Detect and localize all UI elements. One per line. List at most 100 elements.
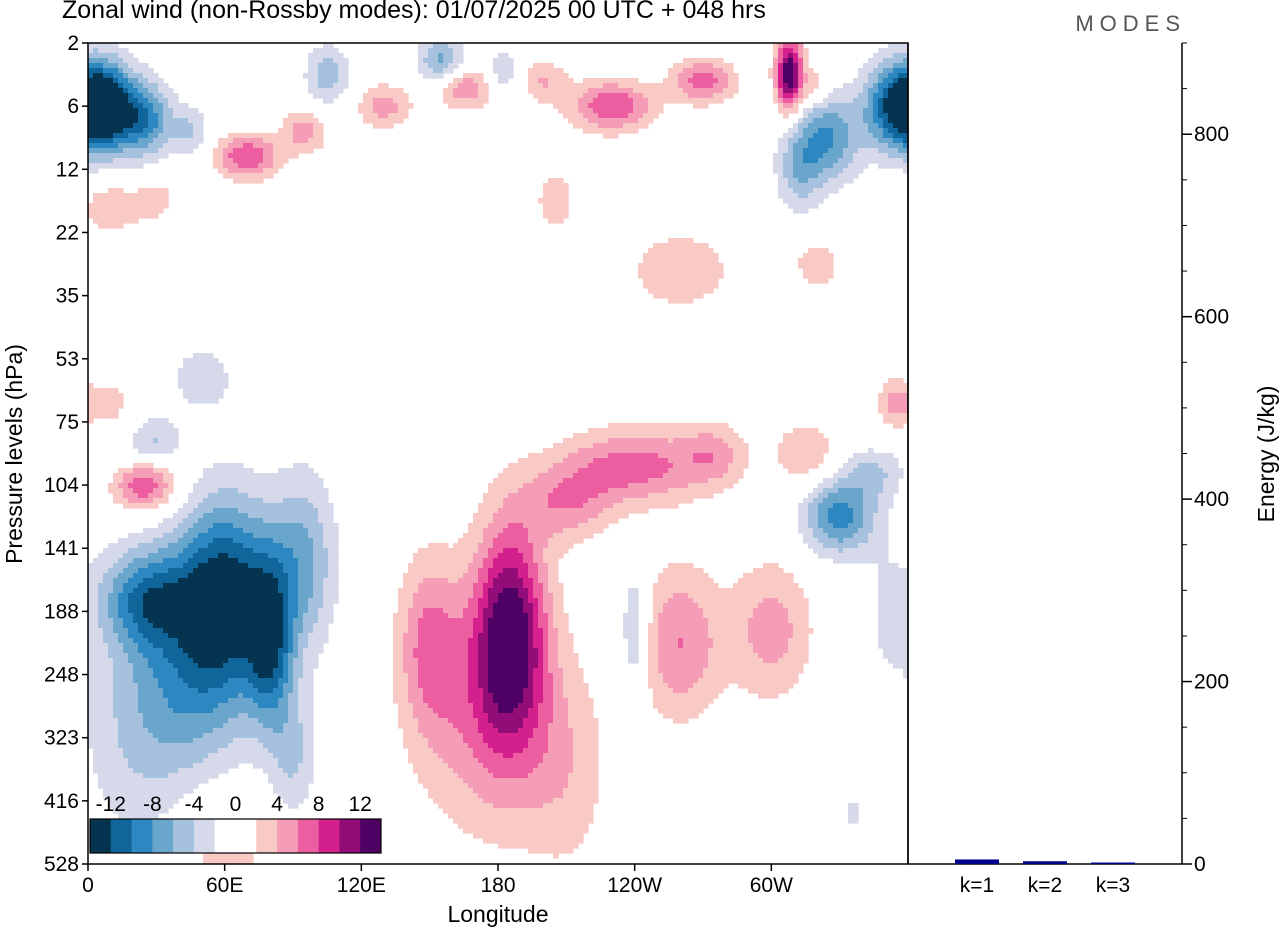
heatmap-cell (218, 488, 224, 494)
heatmap-cell (403, 653, 409, 659)
heatmap-cell (173, 428, 179, 434)
heatmap-cell (143, 153, 149, 159)
heatmap-cell (323, 543, 329, 549)
heatmap-cell (128, 768, 134, 774)
heatmap-cell (313, 53, 319, 59)
heatmap-cell (198, 718, 204, 724)
heatmap-cell (463, 83, 469, 89)
heatmap-cell (473, 758, 479, 764)
heatmap-cell (478, 768, 484, 774)
heatmap-cell (118, 58, 124, 64)
heatmap-cell (458, 628, 464, 634)
heatmap-cell (168, 788, 174, 794)
heatmap-cell (158, 208, 164, 214)
heatmap-cell (188, 663, 194, 669)
heatmap-cell (278, 678, 284, 684)
heatmap-cell (253, 698, 259, 704)
heatmap-cell (303, 688, 309, 694)
heatmap-cell (143, 68, 149, 74)
heatmap-cell (118, 563, 124, 569)
heatmap-cell (483, 533, 489, 539)
heatmap-cell (143, 133, 149, 139)
heatmap-cell (198, 478, 204, 484)
heatmap-cell (313, 528, 319, 534)
heatmap-cell (143, 158, 149, 164)
heatmap-cell (263, 478, 269, 484)
heatmap-cell (233, 753, 239, 759)
heatmap-cell (298, 498, 304, 504)
heatmap-cell (403, 678, 409, 684)
heatmap-cell (448, 758, 454, 764)
heatmap-cell (263, 718, 269, 724)
heatmap-cell (458, 593, 464, 599)
heatmap-cell (443, 723, 449, 729)
heatmap-cell (438, 568, 444, 574)
heatmap-cell (378, 98, 384, 104)
heatmap-cell (468, 638, 474, 644)
heatmap-cell (263, 663, 269, 669)
heatmap-cell (113, 213, 119, 219)
heatmap-cell (123, 218, 129, 224)
heatmap-cell (403, 608, 409, 614)
heatmap-cell (158, 588, 164, 594)
heatmap-cell (213, 673, 219, 679)
heatmap-cell (218, 758, 224, 764)
heatmap-cell (248, 498, 254, 504)
heatmap-cell (408, 593, 414, 599)
heatmap-cell (133, 193, 139, 199)
heatmap-cell (173, 93, 179, 99)
heatmap-cell (143, 618, 149, 624)
heatmap-cell (253, 703, 259, 709)
heatmap-cell (133, 68, 139, 74)
heatmap-cell (198, 543, 204, 549)
heatmap-cell (218, 468, 224, 474)
heatmap-cell (113, 608, 119, 614)
heatmap-cell (408, 703, 414, 709)
heatmap-cell (178, 383, 184, 389)
heatmap-cell (133, 548, 139, 554)
heatmap-cell (203, 493, 209, 499)
heatmap-cell (188, 363, 194, 369)
heatmap-cell (233, 503, 239, 509)
heatmap-cell (238, 533, 244, 539)
heatmap-cell (113, 543, 119, 549)
heatmap-cell (308, 488, 314, 494)
heatmap-cell (273, 628, 279, 634)
heatmap-cell (368, 88, 374, 94)
heatmap-cell (88, 88, 94, 94)
heatmap-cell (298, 553, 304, 559)
heatmap-cell (113, 728, 119, 734)
heatmap-cell (128, 618, 134, 624)
heatmap-cell (88, 643, 94, 649)
heatmap-cell (183, 663, 189, 669)
heatmap-cell (88, 78, 94, 84)
heatmap-cell (328, 613, 334, 619)
heatmap-cell (483, 508, 489, 514)
heatmap-cell (458, 543, 464, 549)
heatmap-cell (283, 138, 289, 144)
heatmap-cell (303, 643, 309, 649)
heatmap-cell (233, 513, 239, 519)
heatmap-cell (453, 818, 459, 824)
heatmap-cell (363, 113, 369, 119)
heatmap-cell (188, 678, 194, 684)
heatmap-cell (278, 658, 284, 664)
heatmap-cell (258, 663, 264, 669)
heatmap-cell (143, 203, 149, 209)
heatmap-cell (318, 533, 324, 539)
heatmap-cell (148, 93, 154, 99)
heatmap-cell (423, 568, 429, 574)
heatmap-cell (198, 633, 204, 639)
heatmap-cell (478, 798, 484, 804)
heatmap-cell (128, 148, 134, 154)
heatmap-cell (283, 608, 289, 614)
heatmap-cell (213, 563, 219, 569)
heatmap-cell (158, 633, 164, 639)
heatmap-cell (263, 143, 269, 149)
heatmap-cell (328, 513, 334, 519)
heatmap-cell (233, 723, 239, 729)
heatmap-cell (263, 598, 269, 604)
heatmap-cell (243, 133, 249, 139)
heatmap-cell (173, 743, 179, 749)
heatmap-cell (303, 523, 309, 529)
